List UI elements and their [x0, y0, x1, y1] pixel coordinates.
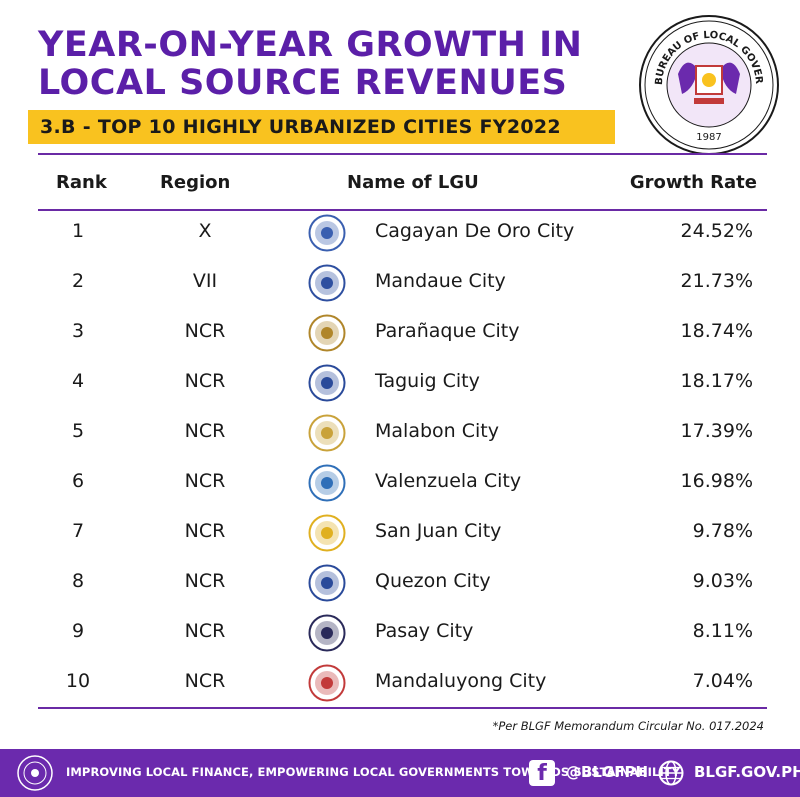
title-line-2: LOCAL SOURCE REVENUES — [38, 63, 568, 103]
globe-icon[interactable] — [658, 760, 684, 786]
facebook-handle-link[interactable]: @BLGFPH — [566, 763, 649, 781]
malabon-seal-icon — [308, 414, 346, 452]
mandaluyong-seal-icon — [308, 664, 346, 702]
region-cell: VII — [192, 270, 218, 292]
facebook-icon[interactable]: f — [529, 760, 555, 786]
rank-cell: 5 — [71, 420, 85, 442]
region-cell: NCR — [184, 420, 226, 442]
table-top-rule — [38, 153, 767, 155]
subtitle-banner: 3.B - TOP 10 HIGHLY URBANIZED CITIES FY2… — [28, 110, 615, 144]
table-header-rule — [38, 209, 767, 211]
source-note: *Per BLGF Memorandum Circular No. 017.20… — [492, 719, 764, 733]
growth-rate-cell: 7.04% — [692, 670, 753, 692]
region-cell: NCR — [184, 620, 226, 642]
rank-cell: 8 — [71, 570, 85, 592]
rank-cell: 9 — [71, 620, 85, 642]
rank-cell: 3 — [71, 320, 85, 342]
lgu-name-cell: Mandaue City — [375, 270, 506, 292]
blgf-footer-seal-icon — [17, 755, 53, 791]
cagayan-de-oro-seal-icon — [308, 214, 346, 252]
lgu-name-cell: Mandaluyong City — [375, 670, 547, 692]
rank-cell: 1 — [71, 220, 85, 242]
growth-rate-cell: 9.03% — [692, 570, 753, 592]
table-row: 7 NCR San Juan City 9.78% — [38, 508, 767, 558]
rank-cell: 4 — [71, 370, 85, 392]
lgu-name-cell: Valenzuela City — [375, 470, 522, 492]
growth-rate-cell: 18.17% — [680, 370, 753, 392]
table-row: 4 NCR Taguig City 18.17% — [38, 358, 767, 408]
footer-bar: IMPROVING LOCAL FINANCE, EMPOWERING LOCA… — [0, 749, 800, 797]
region-cell: NCR — [184, 520, 226, 542]
title-line-1: YEAR-ON-YEAR GROWTH IN — [38, 25, 583, 65]
table-row: 1 X Cagayan De Oro City 24.52% — [38, 208, 767, 258]
lgu-name-cell: Quezon City — [375, 570, 491, 592]
paranaque-seal-icon — [308, 314, 346, 352]
col-rank-header: Rank — [56, 172, 107, 193]
region-cell: NCR — [184, 670, 226, 692]
table-bottom-rule — [38, 707, 767, 709]
svg-text:1987: 1987 — [696, 132, 721, 143]
table-row: 8 NCR Quezon City 9.03% — [38, 558, 767, 608]
valenzuela-seal-icon — [308, 464, 346, 502]
lgu-name-cell: Cagayan De Oro City — [375, 220, 575, 242]
blgf-seal-icon: BUREAU OF LOCAL GOVERNMENT FINANCE 1987 — [638, 14, 779, 155]
table-row: 3 NCR Parañaque City 18.74% — [38, 308, 767, 358]
taguig-seal-icon — [308, 364, 346, 402]
region-cell: NCR — [184, 470, 226, 492]
footer-tagline: IMPROVING LOCAL FINANCE, EMPOWERING LOCA… — [66, 765, 681, 779]
lgu-name-cell: Parañaque City — [375, 320, 520, 342]
table-row: 6 NCR Valenzuela City 16.98% — [38, 458, 767, 508]
table-row: 9 NCR Pasay City 8.11% — [38, 608, 767, 658]
rank-cell: 10 — [65, 670, 91, 692]
page-title: YEAR-ON-YEAR GROWTH IN LOCAL SOURCE REVE… — [38, 26, 598, 102]
lgu-name-cell: Taguig City — [375, 370, 480, 392]
growth-rate-cell: 16.98% — [680, 470, 753, 492]
growth-rate-cell: 24.52% — [680, 220, 753, 242]
col-lgu-header: Name of LGU — [347, 172, 479, 193]
san-juan-seal-icon — [308, 514, 346, 552]
lgu-name-cell: San Juan City — [375, 520, 502, 542]
lgu-name-cell: Malabon City — [375, 420, 499, 442]
pasay-seal-icon — [308, 614, 346, 652]
growth-rate-cell: 18.74% — [680, 320, 753, 342]
rank-cell: 7 — [71, 520, 85, 542]
col-region-header: Region — [160, 172, 231, 193]
rank-cell: 6 — [71, 470, 85, 492]
table-row: 2 VII Mandaue City 21.73% — [38, 258, 767, 308]
rank-cell: 2 — [71, 270, 85, 292]
col-growth-header: Growth Rate — [629, 172, 757, 193]
table-row: 10 NCR Mandaluyong City 7.04% — [38, 658, 767, 708]
region-cell: NCR — [184, 320, 226, 342]
quezon-city-seal-icon — [308, 564, 346, 602]
table-row: 5 NCR Malabon City 17.39% — [38, 408, 767, 458]
growth-rate-cell: 21.73% — [680, 270, 753, 292]
region-cell: NCR — [184, 370, 226, 392]
growth-rate-cell: 9.78% — [692, 520, 753, 542]
lgu-name-cell: Pasay City — [375, 620, 474, 642]
region-cell: X — [198, 220, 212, 242]
region-cell: NCR — [184, 570, 226, 592]
website-link[interactable]: BLGF.GOV.PH — [694, 763, 800, 781]
subtitle: 3.B - TOP 10 HIGHLY URBANIZED CITIES FY2… — [40, 116, 561, 138]
mandaue-seal-icon — [308, 264, 346, 302]
growth-rate-cell: 17.39% — [680, 420, 753, 442]
growth-rate-cell: 8.11% — [692, 620, 753, 642]
table-header: Rank Region Name of LGU Growth Rate — [38, 158, 767, 208]
